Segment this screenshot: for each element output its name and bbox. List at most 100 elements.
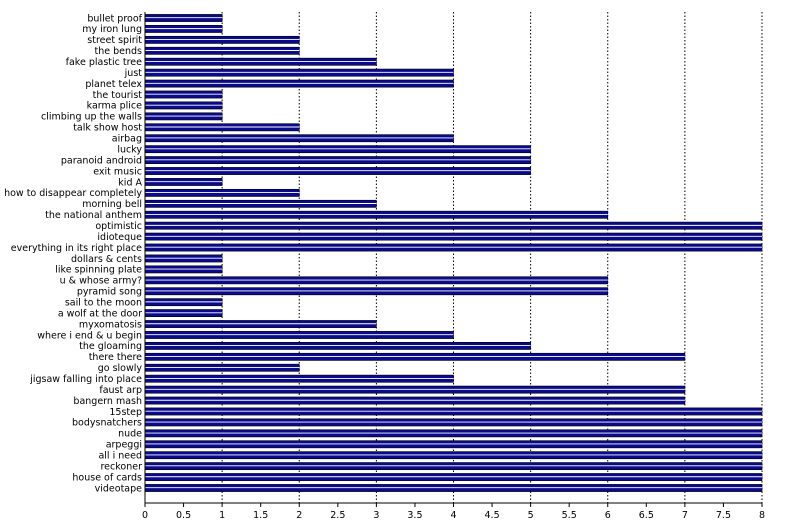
x-tick-label: 7.5: [716, 510, 731, 521]
grid-lines: [221, 12, 763, 503]
bar: [144, 25, 223, 33]
x-tick-label: 5: [528, 510, 534, 521]
category-label: myxomatosis: [79, 319, 142, 330]
bar: [144, 243, 763, 252]
bar: [144, 451, 763, 460]
category-label: arpeggi: [106, 440, 142, 451]
category-label: kid A: [118, 177, 142, 188]
category-label: sail to the moon: [65, 297, 142, 308]
category-label: fake plastic tree: [66, 57, 143, 68]
category-label: street spirit: [87, 35, 142, 46]
category-label: reckoner: [100, 461, 142, 472]
category-label: airbag: [112, 134, 142, 145]
category-label: the bends: [95, 46, 143, 57]
x-tick-label: 7: [682, 510, 688, 521]
category-label: everything in its right place: [11, 243, 142, 254]
bars: [144, 14, 763, 492]
category-label: idioteque: [97, 232, 142, 243]
bar: [144, 167, 531, 175]
bar: [144, 418, 763, 427]
bar: [144, 35, 300, 44]
bar: [144, 178, 223, 186]
category-label: videotape: [95, 483, 143, 494]
bar: [144, 287, 609, 296]
bar: [144, 145, 531, 154]
category-label: all i need: [98, 451, 142, 462]
bar: [144, 363, 300, 372]
bar: [144, 254, 223, 263]
category-label: planet telex: [85, 79, 142, 90]
category-label: pyramid song: [77, 287, 142, 298]
bar: [144, 265, 223, 274]
bar: [144, 276, 609, 285]
x-tick-label: 1.5: [253, 510, 268, 521]
category-label: the gloaming: [79, 341, 142, 352]
bar: [144, 429, 763, 438]
x-tick-label: 5.5: [562, 510, 577, 521]
bar: [144, 123, 300, 132]
category-label: optimistic: [95, 221, 142, 232]
bar: [144, 57, 377, 66]
bar: [144, 440, 763, 449]
category-label: go slowly: [98, 363, 143, 374]
category-label: bodysnatchers: [72, 418, 142, 429]
bar: [144, 407, 763, 416]
bar: [144, 68, 454, 77]
category-label: how to disappear completely: [4, 188, 142, 199]
bar: [144, 298, 223, 307]
bar: [144, 484, 763, 492]
category-label: faust arp: [99, 385, 142, 396]
x-tick-label: 1: [219, 510, 225, 521]
bar: [144, 320, 377, 328]
category-label: paranoid android: [61, 155, 142, 166]
x-tick-label: 6.5: [639, 510, 654, 521]
category-label: lucky: [117, 144, 142, 155]
bar: [144, 101, 223, 110]
bar: [144, 156, 531, 164]
category-label: talk show host: [73, 123, 142, 134]
bar: [144, 79, 454, 88]
bar: [144, 374, 454, 383]
bar: [144, 232, 763, 241]
category-label: morning bell: [82, 199, 142, 210]
x-tick-label: 2.5: [330, 510, 345, 521]
bar: [144, 462, 763, 471]
x-tick-label: 8: [759, 510, 765, 521]
category-label: the national anthem: [45, 210, 142, 221]
category-label: bangern mash: [73, 396, 142, 407]
category-label: where i end & u begin: [37, 330, 142, 341]
category-label: there there: [89, 352, 142, 363]
x-tick-label: 0: [142, 510, 148, 521]
bar: [144, 46, 300, 55]
x-tick-label: 4: [450, 510, 456, 521]
category-label: 15step: [109, 407, 142, 418]
category-label: climbing up the walls: [41, 112, 142, 123]
category-label: a wolf at the door: [58, 308, 142, 319]
bar: [144, 90, 223, 99]
bar: [144, 210, 609, 219]
bar: [144, 352, 686, 361]
bar: [144, 112, 223, 121]
bar: [144, 331, 454, 339]
x-tick-label: 3: [373, 510, 379, 521]
axes: [144, 12, 763, 507]
category-label: u & whose army?: [60, 276, 142, 287]
bar: [144, 134, 454, 143]
x-tick-label: 6: [605, 510, 611, 521]
bar: [144, 221, 763, 230]
x-tick-label: 4.5: [485, 510, 500, 521]
bar: [144, 309, 223, 318]
tick-labels: 0 0.5 1 1.5 2 2.5 3 3.5 4 4.5 5 5.5 6 6.5 7 7.5 8: [142, 510, 765, 521]
bar: [144, 473, 763, 481]
category-label: house of cards: [72, 472, 142, 483]
x-tick-label: 0.5: [176, 510, 191, 521]
bar: [144, 396, 686, 405]
category-label: karma plice: [87, 101, 143, 112]
category-label: like spinning plate: [55, 265, 142, 276]
bar: [144, 14, 223, 22]
category-label: just: [124, 68, 143, 79]
category-label: the tourist: [93, 90, 143, 101]
x-tick-label: 3.5: [407, 510, 422, 521]
category-label: my iron lung: [82, 24, 142, 35]
